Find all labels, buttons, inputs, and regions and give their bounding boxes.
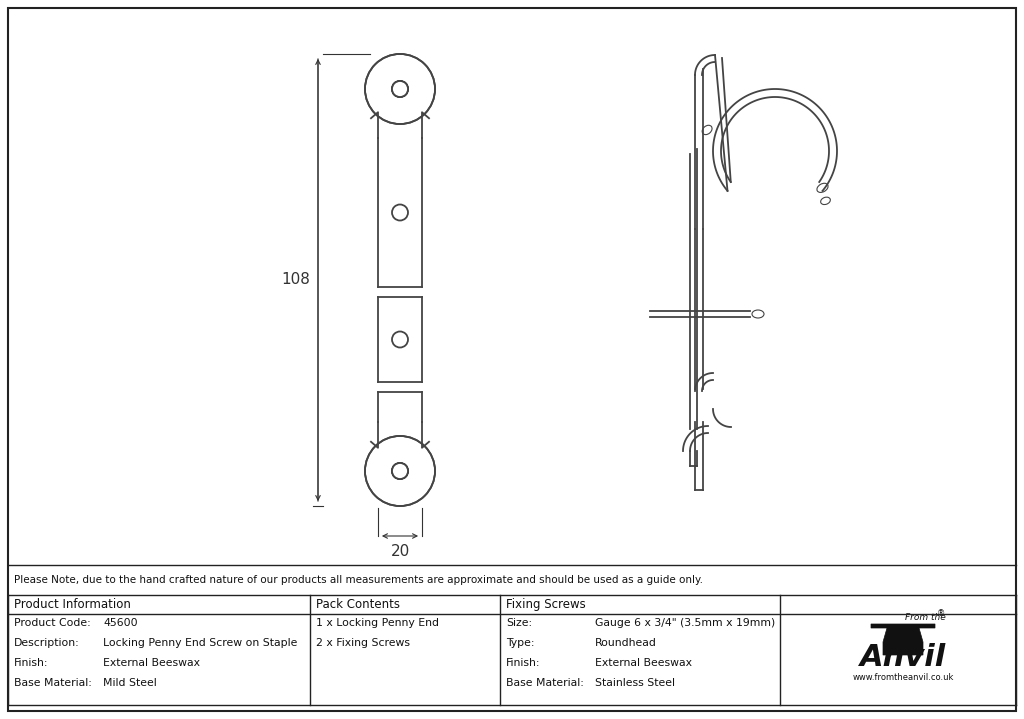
- Text: Mild Steel: Mild Steel: [103, 678, 157, 688]
- Text: Base Material:: Base Material:: [506, 678, 584, 688]
- Text: From the: From the: [904, 613, 945, 621]
- Text: Size:: Size:: [506, 618, 532, 628]
- Circle shape: [392, 463, 408, 479]
- Bar: [378, 392, 422, 422]
- Text: 1 x Locking Penny End: 1 x Locking Penny End: [316, 618, 439, 628]
- Text: www.fromtheanvil.co.uk: www.fromtheanvil.co.uk: [852, 674, 953, 682]
- Text: 108: 108: [282, 273, 310, 288]
- Text: Finish:: Finish:: [506, 658, 541, 668]
- Text: Anvil: Anvil: [860, 644, 946, 672]
- Text: Product Information: Product Information: [14, 598, 131, 611]
- Text: External Beeswax: External Beeswax: [595, 658, 692, 668]
- Text: Fixing Screws: Fixing Screws: [506, 598, 586, 611]
- Text: Base Material:: Base Material:: [14, 678, 92, 688]
- Circle shape: [392, 331, 408, 347]
- Text: ®: ®: [937, 610, 945, 618]
- Text: Roundhead: Roundhead: [595, 638, 656, 648]
- Text: Pack Contents: Pack Contents: [316, 598, 400, 611]
- Text: Please Note, due to the hand crafted nature of our products all measurements are: Please Note, due to the hand crafted nat…: [14, 575, 703, 585]
- Text: 2 x Fixing Screws: 2 x Fixing Screws: [316, 638, 410, 648]
- Text: External Beeswax: External Beeswax: [103, 658, 200, 668]
- Text: 45600: 45600: [103, 618, 137, 628]
- Text: Locking Penny End Screw on Staple: Locking Penny End Screw on Staple: [103, 638, 297, 648]
- Text: Finish:: Finish:: [14, 658, 48, 668]
- Circle shape: [392, 204, 408, 221]
- Circle shape: [365, 54, 435, 124]
- Circle shape: [392, 81, 408, 97]
- Bar: [378, 138, 422, 287]
- Text: Product Code:: Product Code:: [14, 618, 91, 628]
- Text: 20: 20: [390, 544, 410, 559]
- Bar: [378, 297, 422, 392]
- Text: Gauge 6 x 3/4" (3.5mm x 19mm): Gauge 6 x 3/4" (3.5mm x 19mm): [595, 618, 775, 628]
- Circle shape: [365, 436, 435, 506]
- Polygon shape: [871, 624, 935, 655]
- Text: Type:: Type:: [506, 638, 535, 648]
- Text: Stainless Steel: Stainless Steel: [595, 678, 675, 688]
- Text: Description:: Description:: [14, 638, 80, 648]
